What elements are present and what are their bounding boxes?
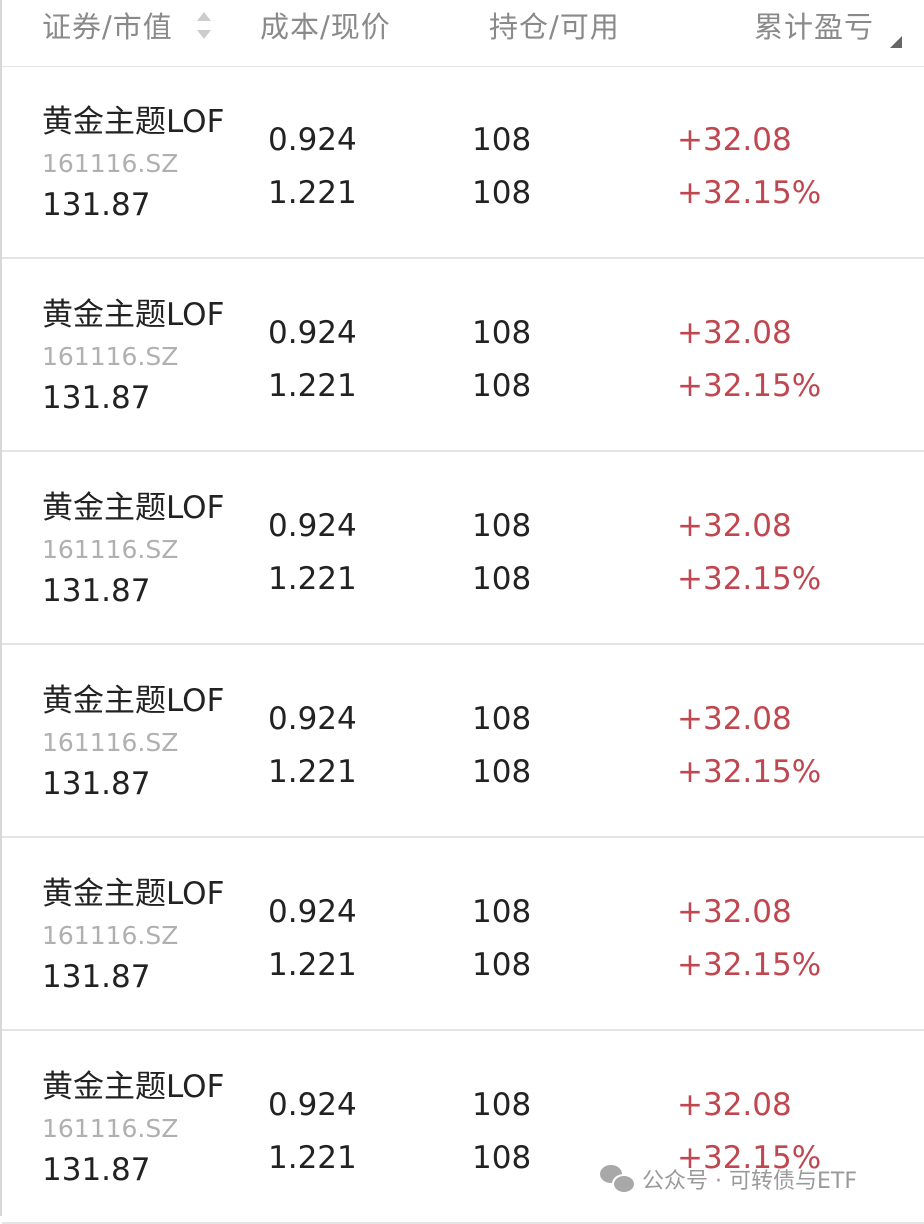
watermark-text: 公众号 · 可转债与ETF (642, 1169, 857, 1194)
cell-holding: 108 (472, 122, 532, 158)
header-cost[interactable]: 成本/现价 (260, 10, 391, 44)
cell-code: 161116.SZ (42, 535, 179, 564)
sort-indicator-icon (890, 36, 902, 48)
cell-price: 1.221 (268, 1140, 357, 1176)
cell-available: 108 (472, 754, 532, 790)
cell-code: 161116.SZ (42, 1114, 179, 1143)
table-row[interactable]: 黄金主题LOF 161116.SZ 131.87 0.924 1.221 108 108 +3… (2, 645, 924, 838)
cell-price: 1.221 (268, 754, 357, 790)
cell-holding: 108 (472, 701, 532, 737)
cell-price: 1.221 (268, 947, 357, 983)
cell-pnl: +32.08 (677, 508, 792, 544)
table-row[interactable]: 黄金主题LOF 161116.SZ 131.87 0.924 1.221 108 108 +3… (2, 452, 924, 645)
cell-available: 108 (472, 947, 532, 983)
cell-cost: 0.924 (268, 701, 357, 737)
cell-cost: 0.924 (268, 894, 357, 930)
cell-pnl: +32.08 (677, 122, 792, 158)
watermark: 公众号 · 可转债与ETF (600, 1163, 857, 1195)
cell-price: 1.221 (268, 368, 357, 404)
table-row[interactable]: 黄金主题LOF 161116.SZ 131.87 0.924 1.221 108 108 +3… (2, 66, 924, 259)
cell-cost: 0.924 (268, 1087, 357, 1123)
cell-price: 1.221 (268, 175, 357, 211)
cell-code: 161116.SZ (42, 149, 179, 178)
cell-code: 161116.SZ (42, 921, 179, 950)
cell-pnl: +32.08 (677, 894, 792, 930)
cell-pnl-pct: +32.15% (677, 561, 822, 597)
cell-name: 黄金主题LOF (42, 876, 225, 912)
cell-holding: 108 (472, 315, 532, 351)
cell-market-value: 131.87 (42, 959, 151, 995)
cell-pnl-pct: +32.15% (677, 1140, 822, 1176)
cell-price: 1.221 (268, 561, 357, 597)
cell-pnl-pct: +32.15% (677, 175, 822, 211)
cell-pnl: +32.08 (677, 701, 792, 737)
cell-code: 161116.SZ (42, 728, 179, 757)
cell-holding: 108 (472, 894, 532, 930)
cell-available: 108 (472, 175, 532, 211)
table-row[interactable]: 黄金主题LOF 161116.SZ 131.87 0.924 1.221 108 108 +3… (2, 259, 924, 452)
cell-holding: 108 (472, 508, 532, 544)
cell-name: 黄金主题LOF (42, 490, 225, 526)
header-position[interactable]: 持仓/可用 (489, 10, 620, 44)
wechat-icon (600, 1165, 636, 1194)
cell-code: 161116.SZ (42, 342, 179, 371)
cell-available: 108 (472, 368, 532, 404)
cell-cost: 0.924 (268, 508, 357, 544)
cell-cost: 0.924 (268, 315, 357, 351)
sort-arrows-icon[interactable] (195, 10, 211, 44)
cell-market-value: 131.87 (42, 573, 151, 609)
table-row[interactable]: 黄金主题LOF 161116.SZ 131.87 0.924 1.221 108 108 +3… (2, 1031, 924, 1224)
cell-pnl: +32.08 (677, 315, 792, 351)
cell-available: 108 (472, 1140, 532, 1176)
cell-pnl-pct: +32.15% (677, 754, 822, 790)
cell-pnl-pct: +32.15% (677, 947, 822, 983)
cell-market-value: 131.87 (42, 380, 151, 416)
cell-holding: 108 (472, 1087, 532, 1123)
cell-available: 108 (472, 561, 532, 597)
header-pnl[interactable]: 累计盈亏 (754, 10, 875, 44)
header-security[interactable]: 证券/市值 (42, 10, 173, 44)
cell-market-value: 131.87 (42, 1152, 151, 1188)
table-row[interactable]: 黄金主题LOF 161116.SZ 131.87 0.924 1.221 108 108 +3… (2, 838, 924, 1031)
cell-pnl: +32.08 (677, 1087, 792, 1123)
table-header: 证券/市值 成本/现价 持仓/可用 累计盈亏 (2, 0, 924, 67)
cell-name: 黄金主题LOF (42, 683, 225, 719)
cell-market-value: 131.87 (42, 187, 151, 223)
cell-name: 黄金主题LOF (42, 1069, 225, 1105)
cell-cost: 0.924 (268, 122, 357, 158)
cell-name: 黄金主题LOF (42, 297, 225, 333)
cell-market-value: 131.87 (42, 766, 151, 802)
cell-name: 黄金主题LOF (42, 104, 225, 140)
cell-pnl-pct: +32.15% (677, 368, 822, 404)
